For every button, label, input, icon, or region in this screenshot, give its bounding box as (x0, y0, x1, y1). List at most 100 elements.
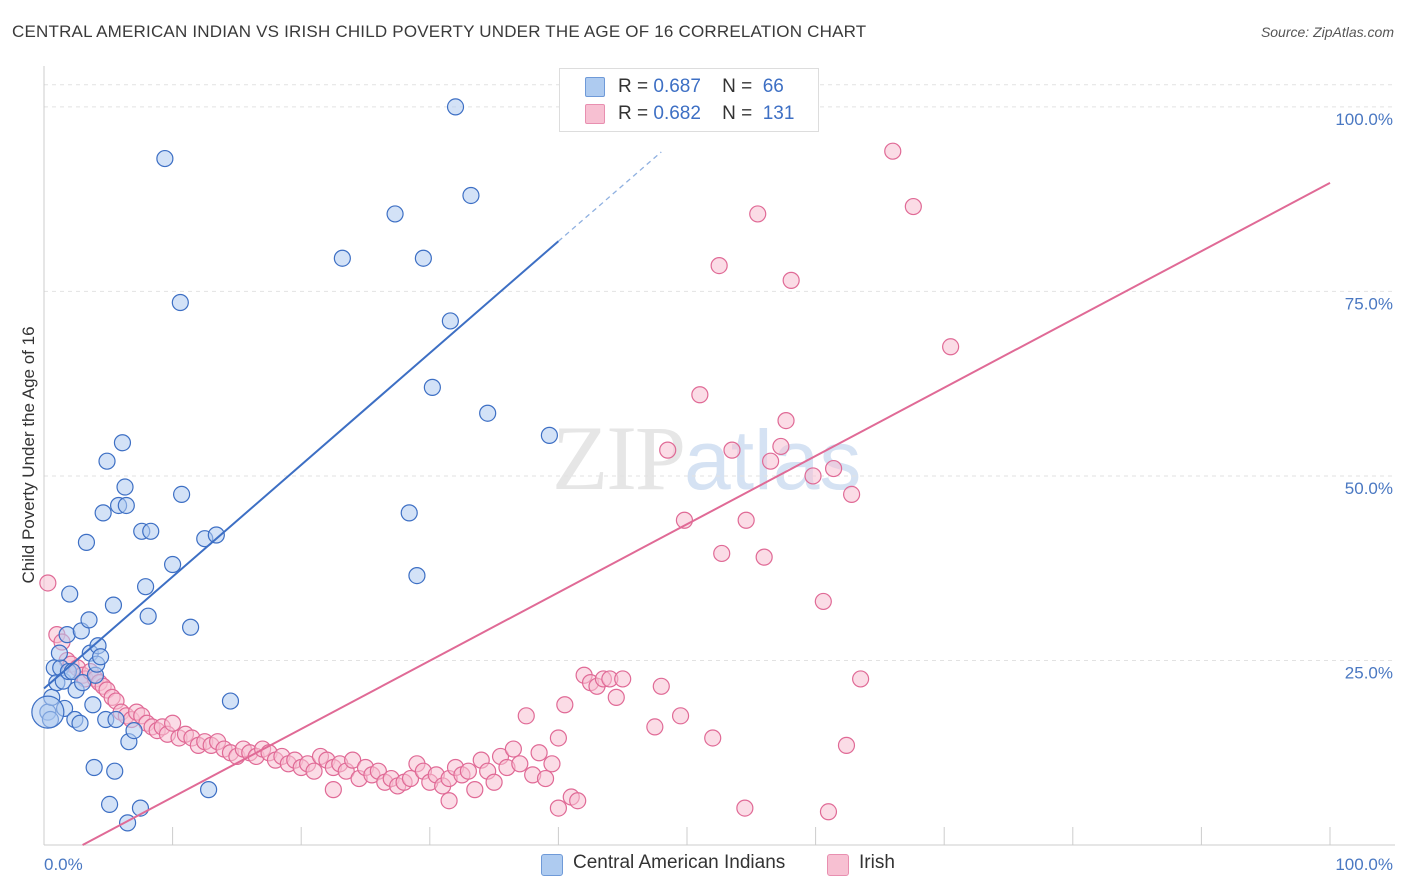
central-american-indian-point (106, 762, 124, 780)
central-american-indian-point (80, 611, 98, 629)
chart-title: CENTRAL AMERICAN INDIAN VS IRISH CHILD P… (12, 22, 867, 41)
axes (43, 66, 1395, 846)
central-american-indian-point (182, 618, 200, 636)
central-american-indian-point (400, 504, 418, 522)
central-american-indian-point (71, 714, 89, 732)
central-american-indian-point (91, 648, 110, 666)
irish-point (466, 781, 484, 799)
irish-point (652, 677, 670, 695)
irish-point (324, 781, 342, 799)
irish-point (614, 670, 632, 688)
irish-point (825, 459, 843, 478)
irish-point (549, 729, 568, 747)
irish-point (777, 411, 795, 430)
central-american-indian-point (116, 478, 134, 496)
legend-r-label: R = (618, 103, 649, 124)
irish-point (543, 755, 561, 773)
y-tick-label: 25.0% (1345, 663, 1393, 682)
legend-r-value: 0.682 (653, 103, 701, 124)
y-tick-label: 100.0% (1335, 110, 1393, 129)
central-american-indian-point (50, 644, 69, 662)
trend-line-irish (82, 182, 1331, 846)
irish-point (459, 762, 477, 780)
tick-labels: 25.0% 50.0% 75.0% 100.0% 0.0% 100.0% (44, 110, 1393, 874)
central-american-indian-point (136, 578, 155, 596)
y-axis-label: Child Poverty Under the Age of 16 (19, 326, 38, 583)
central-american-indian-point (414, 249, 432, 267)
irish-point (837, 736, 856, 754)
irish-point (852, 670, 870, 688)
irish-point (736, 799, 754, 817)
legend-n-label: N = (722, 76, 753, 97)
watermark: ZIPatlas (552, 405, 861, 511)
central-american-indian-point (446, 98, 465, 116)
central-american-indian-point (125, 721, 143, 740)
central-american-indian-point (139, 607, 157, 625)
legend-swatch-blue (585, 77, 605, 97)
irish-point (517, 707, 535, 725)
legend-n-value: 131 (762, 103, 795, 124)
irish-point (782, 271, 800, 289)
y-tick-label: 75.0% (1345, 294, 1393, 313)
irish-point (659, 441, 677, 459)
irish-point (814, 592, 832, 611)
central-american-indian-point (77, 533, 96, 551)
central-american-indian-point (73, 674, 92, 692)
central-american-indian-point (61, 585, 79, 603)
legend-swatch-pink (585, 104, 605, 124)
irish-point (549, 799, 568, 817)
central-american-indian-point (156, 149, 174, 168)
irish-point (691, 386, 709, 404)
central-american-indian-point (386, 205, 404, 223)
irish-point (904, 197, 922, 216)
irish-point (942, 338, 960, 356)
legend-r-value: 0.687 (653, 76, 701, 97)
irish-point (305, 762, 323, 780)
central-american-indian-point (84, 696, 102, 714)
irish-point (843, 485, 861, 504)
irish-point (569, 792, 587, 810)
central-american-indian-point (173, 485, 191, 504)
irish-point (749, 205, 767, 223)
central-american-indian-point (85, 758, 103, 777)
irish-point (671, 707, 690, 725)
central-american-indian-point (117, 496, 135, 515)
central-american-indian-point (104, 596, 123, 614)
central-american-indian-point (113, 434, 132, 452)
bottom-legend-label: Central American Indians (573, 852, 786, 873)
central-american-indian-point (479, 404, 497, 422)
x-tick-label-min: 0.0% (44, 855, 83, 874)
legend-r-label: R = (618, 76, 649, 97)
irish-point (556, 696, 574, 714)
irish-point (511, 755, 529, 773)
irish-points (39, 142, 960, 821)
central-american-indian-point-cluster (31, 695, 65, 729)
central-american-indian-point (441, 312, 459, 330)
irish-point (607, 688, 625, 706)
irish-point (772, 437, 790, 456)
central-american-indian-point (171, 293, 189, 312)
bottom-legend-label: Irish (859, 852, 895, 873)
watermark-zip: ZIP (552, 407, 686, 509)
irish-point (819, 803, 838, 821)
irish-point (710, 256, 728, 275)
irish-point (723, 441, 741, 459)
irish-point (884, 142, 902, 160)
y-tick-label: 50.0% (1345, 479, 1393, 498)
central-american-indian-point (98, 452, 116, 470)
irish-point (530, 744, 548, 762)
irish-point (646, 718, 664, 736)
central-american-indian-point (207, 526, 225, 544)
grid-lines (44, 84, 1395, 661)
irish-point (39, 574, 57, 592)
irish-point (755, 548, 773, 566)
irish-point (804, 467, 822, 485)
central-american-indian-point (462, 186, 480, 205)
bottom-legend-swatch-blue (541, 854, 563, 876)
chart-source: Source: ZipAtlas.com (1260, 24, 1394, 40)
central-american-indians-points (31, 98, 558, 832)
x-tick-label-max: 100.0% (1335, 855, 1393, 874)
irish-point (440, 792, 458, 810)
legend-n-value: 66 (762, 76, 784, 97)
